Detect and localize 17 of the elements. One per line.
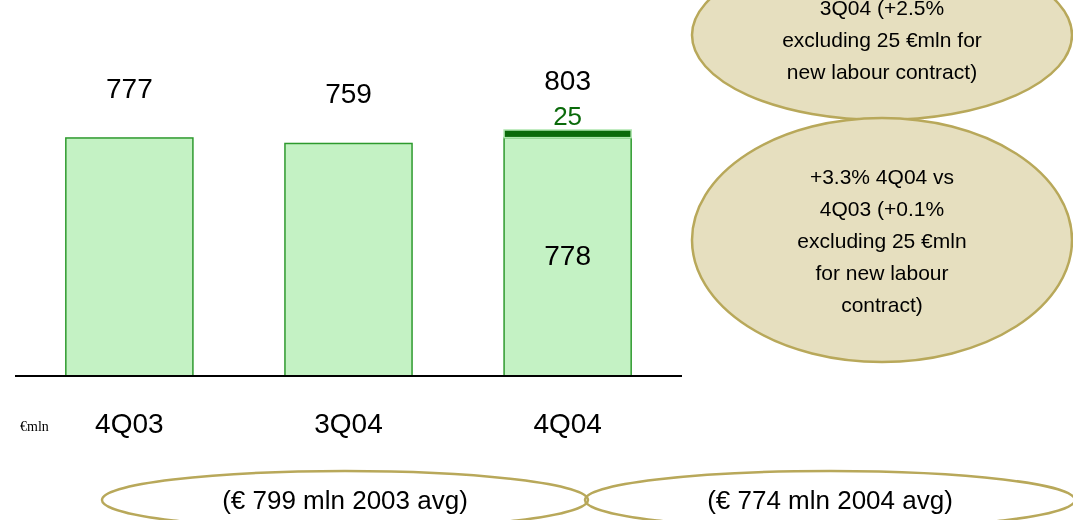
- data-label: 759: [325, 78, 372, 110]
- data-label: 25: [553, 101, 583, 131]
- total-label: 803: [544, 65, 591, 96]
- x-tick-label: 3Q04: [314, 408, 383, 439]
- bar: [284, 142, 413, 377]
- data-label: 778: [544, 239, 591, 271]
- x-tick-label: 4Q04: [533, 408, 602, 439]
- text: (€ 799 mln 2003 avg): [222, 485, 468, 515]
- text: +3.3% 4Q04 vs 4Q03 (+0.1% excluding 25 €mln for new labour contract): [797, 165, 967, 316]
- text: (€ 774 mln 2004 avg): [707, 485, 953, 515]
- bar: [503, 136, 632, 377]
- bar: [65, 137, 194, 377]
- text: €mln: [20, 419, 49, 434]
- bar: [503, 129, 632, 139]
- text: 3Q04 (+2.5% excluding 25 €mln for new labour contract): [782, 0, 982, 83]
- data-label: 777: [106, 72, 153, 104]
- x-tick-label: 4Q03: [95, 408, 164, 439]
